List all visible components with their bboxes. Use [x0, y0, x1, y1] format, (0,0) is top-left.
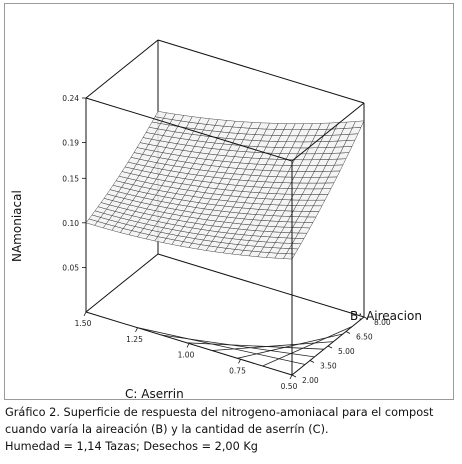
floor-edge-back-left — [85, 253, 159, 313]
x-tick-mark — [186, 343, 190, 348]
box-edge-top-left — [85, 39, 159, 99]
x-tick-label: 1.50 — [75, 319, 92, 328]
bounding-box-front-edges — [85, 97, 365, 375]
x-tick-mark — [238, 359, 241, 364]
y-tick-mark — [327, 345, 333, 349]
y-tick-mark — [291, 374, 297, 378]
contour-line-2 — [161, 334, 315, 358]
x-tick-label: 0.75 — [229, 366, 246, 375]
contour-line-1 — [135, 326, 306, 365]
caption-line-3: Humedad = 1,14 Tazas; Desechos = 2,00 Kg — [5, 440, 258, 453]
y-tick-label: 8.00 — [374, 318, 391, 327]
z-tick-label: 0.15 — [62, 174, 79, 183]
contour-line-4 — [211, 341, 334, 351]
contour-lines — [135, 326, 353, 367]
y-tick-mark — [345, 331, 351, 334]
x-tick-label: 1.00 — [178, 351, 195, 360]
y-tick-label: 2.00 — [302, 376, 319, 385]
floor-plane — [85, 253, 365, 376]
y-tick-label: 5.00 — [338, 347, 355, 356]
y-tick-label: 3.50 — [320, 362, 337, 371]
z-tick-label: 0.19 — [62, 139, 79, 148]
caption-line-1: Gráfico 2. Superficie de respuesta del n… — [5, 406, 434, 419]
surface-plot: 0.05 0.10 0.15 0.19 0.24 1.50 1.25 1.00 0.75 0.50… — [10, 39, 422, 400]
surface-cell — [352, 120, 365, 129]
x-tick-mark — [135, 327, 138, 332]
response-surface-mesh — [85, 111, 365, 260]
z-tick-label: 0.10 — [62, 219, 79, 228]
box-edge-top-right — [157, 39, 365, 104]
contour-line-6 — [262, 326, 353, 367]
y-tick-mark — [363, 316, 369, 320]
x-axis-label: C: Aserrin — [125, 387, 184, 400]
y-tick-mark — [309, 360, 315, 363]
x-tick-label: 1.25 — [126, 335, 143, 344]
floor-edge-back-right — [157, 253, 365, 318]
z-axis-label: NAmoniacal — [10, 190, 24, 262]
axis-ticks: 0.05 0.10 0.15 0.19 0.24 1.50 1.25 1.00 0.75 0.50… — [62, 94, 391, 391]
x-tick-label: 0.50 — [281, 382, 298, 391]
z-tick-label: 0.05 — [62, 263, 79, 272]
box-edge-top-front-right — [291, 102, 365, 162]
contour-line-3 — [186, 342, 325, 350]
x-tick-mark — [83, 311, 87, 317]
z-tick-label: 0.24 — [62, 94, 79, 103]
caption-line-2: cuando varía la aireación (B) y la canti… — [5, 423, 329, 436]
x-tick-mark — [289, 374, 293, 380]
box-edge-top-front-left — [85, 97, 293, 162]
y-axis-label: B: Aireacion — [350, 309, 422, 323]
y-tick-label: 6.50 — [356, 333, 373, 342]
